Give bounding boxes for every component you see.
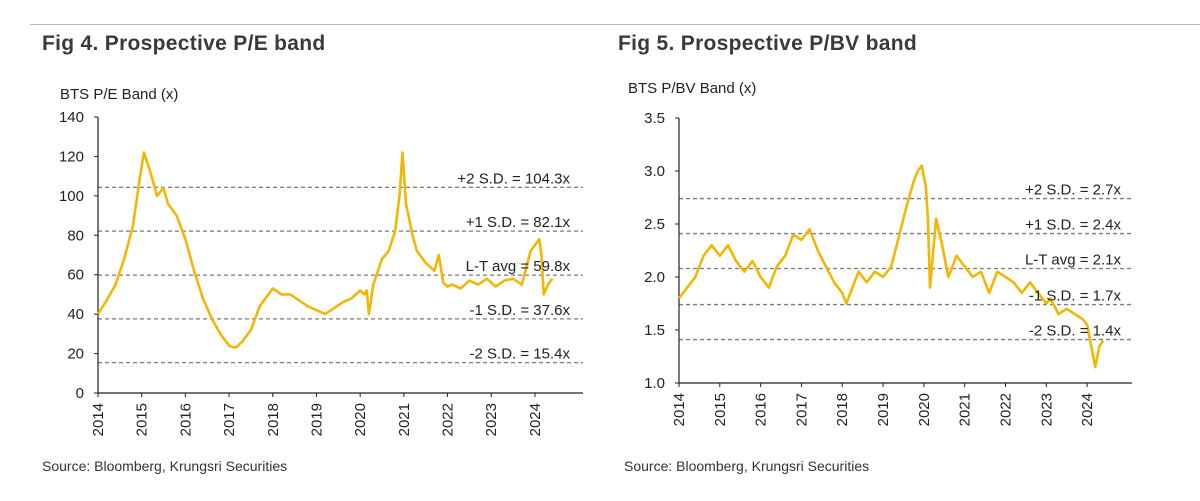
pbv-x-tick-label: 2024 bbox=[1079, 393, 1096, 426]
pbv-x-tick-label: 2018 bbox=[834, 393, 851, 426]
pbv-x-tick-label: 2015 bbox=[712, 393, 729, 426]
pbv-y-tick-label: 2.0 bbox=[644, 269, 665, 286]
pbv-y-tick-label: 2.5 bbox=[644, 216, 665, 233]
pbv-band-label: +2 S.D. = 2.7x bbox=[1025, 182, 1121, 199]
pbv-source-note: Source: Bloomberg, Krungsri Securities bbox=[624, 458, 870, 474]
pe-x-tick-label: 2024 bbox=[527, 403, 544, 436]
pbv-y-tick-label: 3.5 bbox=[644, 110, 665, 127]
pe-x-tick-label: 2015 bbox=[134, 403, 151, 436]
pbv-series-line bbox=[677, 164, 1105, 369]
pe-x-tick-label: 2022 bbox=[440, 403, 457, 436]
pbv-band-label: L-T avg = 2.1x bbox=[1025, 252, 1122, 269]
pbv-x-tick-label: 2019 bbox=[875, 393, 892, 426]
pbv-y-tick-label: 3.0 bbox=[644, 163, 665, 180]
top-divider bbox=[30, 24, 1200, 25]
pbv-x-tick-label: 2014 bbox=[671, 393, 688, 426]
pe-band-label: L-T avg = 59.8x bbox=[466, 258, 571, 275]
pe-y-tick-label: 40 bbox=[67, 306, 84, 323]
pbv-band-panel: Fig 5. Prospective P/BV band BTS P/BV Ba… bbox=[580, 0, 1170, 501]
pe-y-tick-label: 60 bbox=[67, 267, 84, 284]
pbv-x-tick-label: 2022 bbox=[997, 393, 1014, 426]
pbv-x-tick-label: 2023 bbox=[1038, 393, 1055, 426]
pe-x-tick-label: 2017 bbox=[221, 403, 238, 436]
pbv-band-label: -1 S.D. = 1.7x bbox=[1029, 288, 1122, 305]
pe-y-tick-label: 120 bbox=[59, 148, 84, 165]
pbv-band-label: +1 S.D. = 2.4x bbox=[1025, 217, 1121, 234]
pbv-y-axis-title: BTS P/BV Band (x) bbox=[628, 80, 756, 97]
pbv-y-tick-label: 1.0 bbox=[644, 375, 665, 392]
pbv-figure-title: Fig 5. Prospective P/BV band bbox=[618, 32, 917, 55]
pe-y-tick-label: 140 bbox=[59, 109, 84, 126]
pe-band-label: -2 S.D. = 15.4x bbox=[470, 346, 571, 363]
pbv-y-tick-label: 1.5 bbox=[644, 322, 665, 339]
pbv-x-tick-label: 2016 bbox=[753, 393, 770, 426]
pe-y-tick-label: 100 bbox=[59, 188, 84, 205]
pbv-x-tick-label: 2020 bbox=[916, 393, 933, 426]
pe-x-tick-label: 2018 bbox=[265, 403, 282, 436]
pe-band-label: +1 S.D. = 82.1x bbox=[466, 214, 571, 231]
pe-band-chart: BTS P/E Band (x) 0 20 40 60 80 100 120 140 2014 20… bbox=[59, 86, 583, 436]
pe-x-tick-label: 2014 bbox=[90, 403, 107, 436]
pe-series-line bbox=[96, 151, 554, 349]
pe-y-axis-title: BTS P/E Band (x) bbox=[60, 86, 178, 103]
pe-y-tick-label: 80 bbox=[67, 227, 84, 244]
pe-x-tick-label: 2016 bbox=[177, 403, 194, 436]
pe-y-tick-label: 20 bbox=[67, 346, 84, 363]
pe-x-tick-label: 2019 bbox=[308, 403, 325, 436]
pe-x-tick-label: 2020 bbox=[352, 403, 369, 436]
pe-source-note: Source: Bloomberg, Krungsri Securities bbox=[42, 458, 288, 474]
pbv-x-tick-label: 2017 bbox=[793, 393, 810, 426]
pe-band-label: -1 S.D. = 37.6x bbox=[470, 302, 571, 319]
pbv-x-tick-label: 2021 bbox=[957, 393, 974, 426]
pe-band-label: +2 S.D. = 104.3x bbox=[457, 170, 570, 187]
pbv-band-chart: BTS P/BV Band (x) 1.0 1.5 2.0 2.5 3.0 3.5 2014 2… bbox=[628, 80, 1132, 426]
pe-x-tick-label: 2021 bbox=[396, 403, 413, 436]
pe-x-tick-label: 2023 bbox=[483, 403, 500, 436]
pe-y-tick-label: 0 bbox=[76, 385, 84, 402]
pe-band-panel: Fig 4. Prospective P/E band BTS P/E Band… bbox=[0, 0, 590, 501]
pbv-band-label: -2 S.D. = 1.4x bbox=[1029, 323, 1122, 340]
pe-figure-title: Fig 4. Prospective P/E band bbox=[42, 32, 326, 55]
